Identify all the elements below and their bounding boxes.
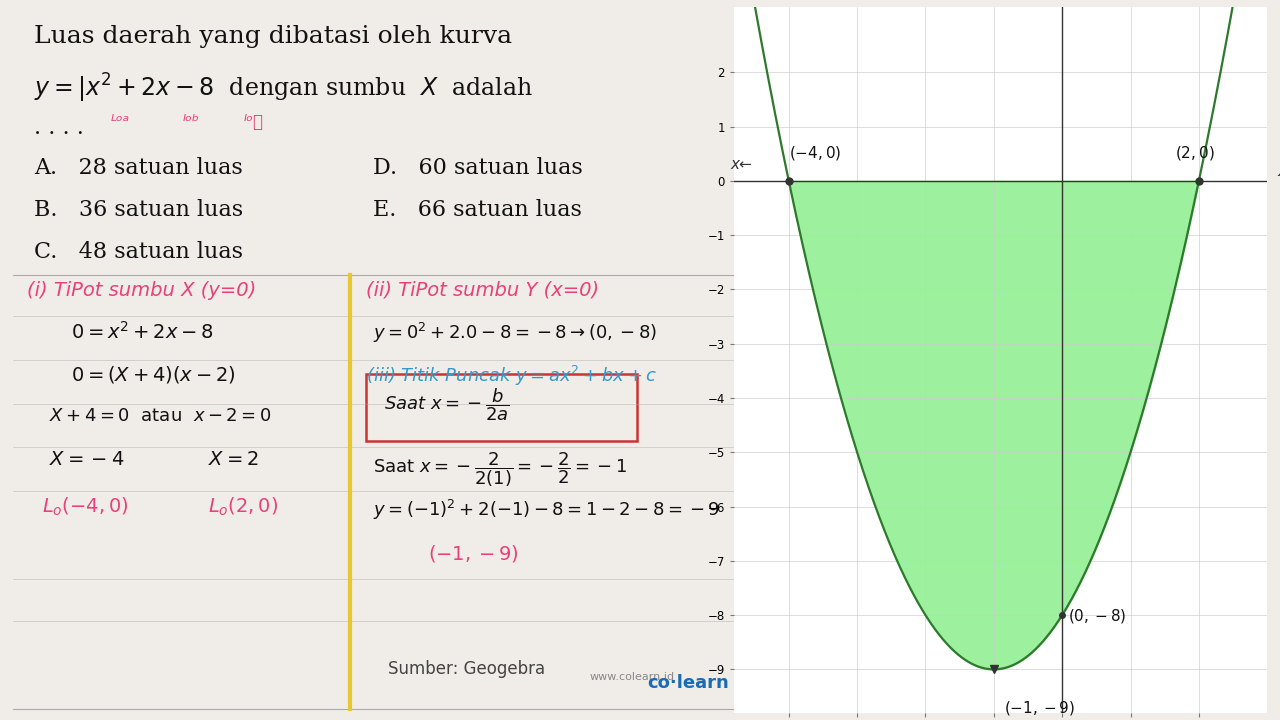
Text: . . . .: . . . . bbox=[35, 117, 84, 138]
Text: ᴸᵒᵃ: ᴸᵒᵃ bbox=[110, 113, 129, 131]
Text: $\mathit{L_o}(2,0)$: $\mathit{L_o}(2,0)$ bbox=[207, 495, 278, 518]
Text: $(2,0)$: $(2,0)$ bbox=[1175, 144, 1215, 162]
Text: $y = |x^2 + 2x - 8$  dengan sumbu  $X$  adalah: $y = |x^2 + 2x - 8$ dengan sumbu $X$ ada… bbox=[35, 72, 534, 105]
Text: $X+4=0\ \ \mathrm{atau}\ \ x-2=0$: $X+4=0\ \ \mathrm{atau}\ \ x-2=0$ bbox=[49, 408, 271, 426]
Text: $y=0^2+2.0-8=-8\rightarrow(0,-8)$: $y=0^2+2.0-8=-8\rightarrow(0,-8)$ bbox=[374, 321, 658, 346]
Text: $y=(-1)^2+2(-1)-8=1-2-8=-9$: $y=(-1)^2+2(-1)-8=1-2-8=-9$ bbox=[374, 498, 721, 522]
Text: Saat $x=-\dfrac{2}{2(1)}=-\dfrac{2}{2}=-1$: Saat $x=-\dfrac{2}{2(1)}=-\dfrac{2}{2}=-… bbox=[374, 450, 627, 489]
Text: Sumber: Geogebra: Sumber: Geogebra bbox=[388, 660, 545, 678]
Text: (ii) TiPot sumbu Y (x=0): (ii) TiPot sumbu Y (x=0) bbox=[366, 281, 599, 300]
Text: (iii) Titik Puncak $y=ax^2+bx+c$: (iii) Titik Puncak $y=ax^2+bx+c$ bbox=[366, 364, 658, 388]
Text: A.   28 satuan luas: A. 28 satuan luas bbox=[35, 157, 243, 179]
Text: $(0,-8)$: $(0,-8)$ bbox=[1068, 607, 1126, 625]
Text: D.   60 satuan luas: D. 60 satuan luas bbox=[374, 157, 584, 179]
Text: $0 = (X+4)(x-2)$: $0 = (X+4)(x-2)$ bbox=[70, 364, 236, 385]
Text: C.   48 satuan luas: C. 48 satuan luas bbox=[35, 241, 243, 264]
Text: x: x bbox=[1277, 162, 1280, 180]
Text: (i) TiPot sumbu X (y=0): (i) TiPot sumbu X (y=0) bbox=[27, 281, 256, 300]
Text: co·learn: co·learn bbox=[648, 674, 730, 692]
Text: $(-1,-9)$: $(-1,-9)$ bbox=[428, 544, 518, 564]
Text: $X=-4$: $X=-4$ bbox=[49, 450, 124, 469]
Text: $(-4,0)$: $(-4,0)$ bbox=[788, 144, 841, 162]
Text: B.   36 satuan luas: B. 36 satuan luas bbox=[35, 199, 243, 221]
Text: $X=2$: $X=2$ bbox=[207, 450, 259, 469]
Text: Luas daerah yang dibatasi oleh kurva: Luas daerah yang dibatasi oleh kurva bbox=[35, 24, 512, 48]
Text: $\mathit{L_o}(-4,0)$: $\mathit{L_o}(-4,0)$ bbox=[42, 495, 128, 518]
Text: www.colearn.id: www.colearn.id bbox=[590, 672, 675, 682]
Text: ᴵᵒᵇ: ᴵᵒᵇ bbox=[182, 113, 200, 131]
Text: $0 = x^2+2x-8$: $0 = x^2+2x-8$ bbox=[70, 321, 214, 343]
Text: ᴵᵒᲜ: ᴵᵒᲜ bbox=[243, 113, 264, 131]
Text: E.   66 satuan luas: E. 66 satuan luas bbox=[374, 199, 582, 221]
Text: Saat $x=-\dfrac{b}{2a}$: Saat $x=-\dfrac{b}{2a}$ bbox=[384, 386, 509, 423]
Text: x←: x← bbox=[731, 157, 753, 172]
Text: $(-1,-9)$: $(-1,-9)$ bbox=[1004, 699, 1075, 717]
